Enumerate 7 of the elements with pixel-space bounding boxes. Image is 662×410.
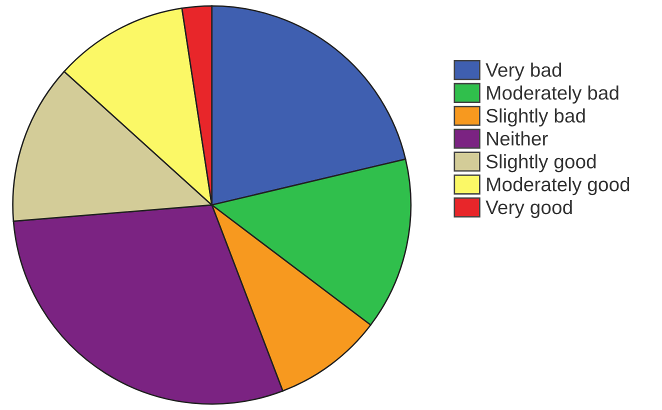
legend-label: Very bad (486, 62, 562, 81)
legend-label: Very good (486, 200, 572, 218)
legend-label: Moderately good (487, 177, 630, 196)
legend-label: Slightly good (486, 154, 596, 172)
legend-label: Neither (487, 131, 548, 146)
legend-label: Slightly bad (486, 108, 585, 126)
legend-label: Moderately bad (487, 85, 618, 104)
